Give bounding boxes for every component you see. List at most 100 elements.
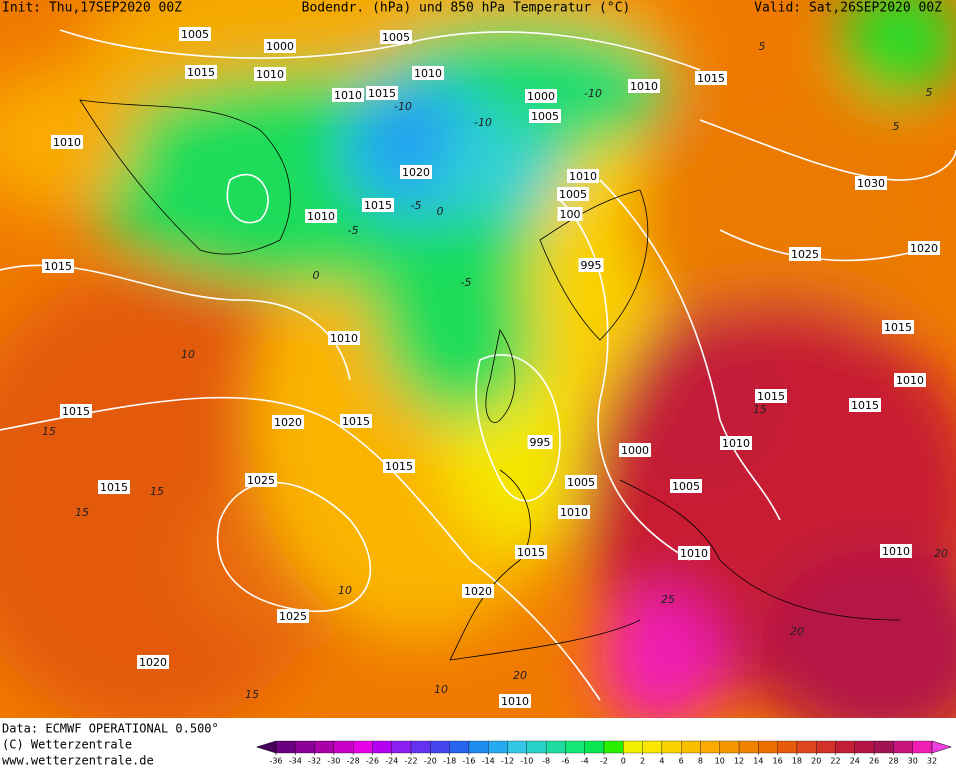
- isobar-label-box: [400, 165, 432, 179]
- colorbar-tick-label: 24: [850, 757, 860, 766]
- isobar-label: 1015: [62, 405, 90, 418]
- isobar-label: 995: [581, 259, 602, 272]
- colorbar-segment: [333, 740, 354, 754]
- isobar-label-box: [179, 27, 211, 41]
- colorbar-tick-label: -32: [308, 757, 321, 766]
- isobar-label-box: [98, 480, 130, 494]
- colorbar-segment: [893, 740, 913, 754]
- colorbar-segment: [584, 740, 605, 754]
- temperature-label: 10: [434, 683, 448, 696]
- isobar-label: 1015: [884, 321, 912, 334]
- colorbar-segment: [410, 740, 431, 754]
- isobar-label-box: [462, 584, 494, 598]
- isobar-label-box: [695, 71, 727, 85]
- isobar-label: 1020: [402, 166, 430, 179]
- isobar-label: 1010: [256, 68, 284, 81]
- colorbar-tick-label: 12: [734, 757, 744, 766]
- isobar-label-box: [366, 86, 398, 100]
- colorbar-segment: [854, 740, 875, 754]
- isobar-label: 995: [530, 436, 551, 449]
- temperature-label: 15: [75, 506, 89, 519]
- colorbar-tick-label: 22: [830, 757, 840, 766]
- isobar-label-box: [908, 241, 940, 255]
- colorbar-segment: [353, 740, 373, 754]
- isobar-label-box: [525, 89, 557, 103]
- isobar-label-box: [894, 373, 926, 387]
- map-field: [0, 0, 956, 718]
- isobar-label: 1015: [44, 260, 72, 273]
- temperature-label: -10: [394, 100, 412, 113]
- temperature-label: 15: [753, 403, 767, 416]
- temperature-label: 15: [245, 688, 259, 701]
- copyright: (C) Wetterzentrale: [2, 738, 132, 752]
- colorbar-segment: [488, 740, 508, 754]
- temperature-label: 0: [313, 269, 320, 282]
- temperature-label: -10: [584, 87, 602, 100]
- temperature-label: 0: [437, 205, 444, 218]
- isobar-label: 1010: [630, 80, 658, 93]
- isobar-label: 1010: [307, 210, 335, 223]
- isobar-label: 1010: [334, 89, 362, 102]
- isobar-label: 1010: [560, 506, 588, 519]
- temperature-label: 20: [513, 669, 527, 682]
- isobar-label: 1005: [672, 480, 700, 493]
- colorbar-tick-label: -16: [462, 757, 475, 766]
- valid-time: Valid: Sat,26SEP2020 00Z: [754, 1, 942, 16]
- colorbar-segment: [565, 740, 585, 754]
- isobar-label: 1010: [53, 136, 81, 149]
- temperature-label: 5: [926, 86, 933, 99]
- isobar-label-box: [340, 414, 372, 428]
- isobar-label-box: [789, 247, 821, 261]
- colorbar-tick-label: 16: [773, 757, 783, 766]
- isobar-label: 1015: [187, 66, 215, 79]
- colorbar-segment: [777, 740, 798, 754]
- isobar-label-box: [882, 320, 914, 334]
- colorbar-segment: [449, 740, 470, 754]
- temperature-label: 15: [150, 485, 164, 498]
- colorbar-segment: [275, 740, 296, 754]
- colorbar-tick-label: -8: [542, 757, 550, 766]
- isobar-label-box: [880, 544, 912, 558]
- temperature-label: 15: [42, 425, 56, 438]
- colorbar-tick-label: 6: [679, 757, 684, 766]
- isobar-label-box: [515, 545, 547, 559]
- isobar-label: 1025: [791, 248, 819, 261]
- isobar-label-box: [578, 258, 604, 272]
- colorbar-segment: [468, 740, 489, 754]
- colorbar-segment: [835, 740, 855, 754]
- colorbar-segment: [372, 740, 392, 754]
- isobar-label: 1010: [330, 332, 358, 345]
- data-source: Data: ECMWF OPERATIONAL 0.500°: [2, 722, 219, 736]
- colorbar-tick-label: -12: [501, 757, 514, 766]
- colorbar-tick-label: -22: [405, 757, 418, 766]
- temperature-label: -5: [461, 276, 472, 289]
- colorbar-tick-label: 18: [792, 757, 802, 766]
- isobar-label-box: [558, 505, 590, 519]
- coastlines: [79, 99, 901, 661]
- colorbar-segment: [661, 740, 682, 754]
- colorbar-tick-label: -10: [520, 757, 533, 766]
- colorbar-segment: [873, 740, 894, 754]
- isobar-label-box: [42, 259, 74, 273]
- colorbar-tick-label: 32: [927, 757, 937, 766]
- colorbar-segment: [526, 740, 547, 754]
- website: www.wetterzentrale.de: [2, 754, 154, 768]
- init-time: Init: Thu,17SEP2020 00Z: [2, 1, 182, 16]
- isobar-label-box: [185, 65, 217, 79]
- isobar-label: 1015: [100, 481, 128, 494]
- isobar-label-box: [277, 609, 309, 623]
- isobar-label-box: [380, 30, 412, 44]
- colorbar-segment: [314, 740, 335, 754]
- colorbar-segment: [391, 740, 412, 754]
- colorbar-tick-label: 8: [698, 757, 703, 766]
- isobar-label-box: [567, 169, 599, 183]
- isobar-label: 1020: [464, 585, 492, 598]
- isobar-label-box: [499, 694, 531, 708]
- colorbar-tick-label: 28: [888, 757, 898, 766]
- isobar-label: 1005: [382, 31, 410, 44]
- colorbar-tick-label: 20: [811, 757, 821, 766]
- temperature-label: -10: [474, 116, 492, 129]
- isobar-label-box: [328, 331, 360, 345]
